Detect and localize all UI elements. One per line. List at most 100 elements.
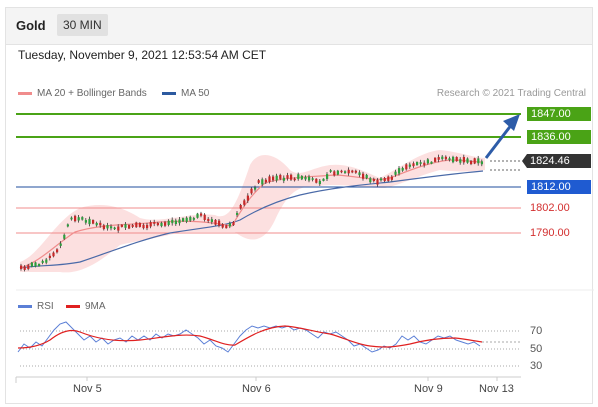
- level-tag-1812: 1812.00: [527, 180, 591, 194]
- candle-body: [444, 156, 447, 160]
- candle-body: [232, 221, 235, 226]
- arrow-head-icon: [503, 114, 520, 131]
- candle-body: [124, 224, 127, 228]
- candle-body: [329, 170, 332, 172]
- legend-9ma-label: 9MA: [85, 301, 106, 312]
- candle-body: [344, 171, 347, 173]
- candle-body: [308, 176, 311, 181]
- candle-body: [264, 179, 267, 183]
- candle-body: [160, 222, 163, 227]
- candle-body: [398, 168, 401, 174]
- legend-ma50: MA 50: [162, 88, 209, 99]
- candle-body: [333, 171, 336, 176]
- candle-body: [239, 204, 242, 209]
- candle-body: [128, 225, 131, 229]
- candle-body: [322, 178, 325, 181]
- candle-body: [466, 158, 469, 163]
- rsi-line: [17, 321, 481, 353]
- level-label-1802: 1802.00: [530, 202, 570, 214]
- candle-body: [110, 226, 113, 229]
- candle-body: [218, 220, 221, 226]
- legend-9ma: 9MA: [66, 301, 106, 312]
- candle-body: [56, 249, 59, 253]
- candle-body: [171, 219, 174, 224]
- candle-body: [153, 222, 156, 224]
- candle-body: [30, 262, 33, 267]
- candle-body: [254, 187, 257, 190]
- candle-body: [275, 175, 278, 181]
- candle-body: [434, 157, 437, 162]
- ma50-line: [19, 170, 484, 269]
- research-credit: Research © 2021 Trading Central: [436, 88, 586, 99]
- rsi-level-70: 70: [530, 325, 543, 337]
- legend-rsi-label: RSI: [37, 301, 54, 312]
- current-price-tag: 1824.46: [522, 154, 591, 168]
- candle-body: [290, 174, 293, 180]
- candle-body: [470, 161, 473, 165]
- 9ma-swatch: [66, 304, 80, 308]
- rsi-swatch: [18, 304, 32, 308]
- candle-body: [286, 175, 289, 179]
- candle-body: [207, 218, 210, 222]
- candle-body: [156, 222, 159, 226]
- candle-body: [192, 218, 195, 220]
- candle-body: [182, 218, 185, 222]
- instrument-title: Gold: [16, 18, 46, 33]
- candle-body: [380, 178, 383, 181]
- candle-body: [63, 234, 66, 239]
- candle-body: [225, 225, 228, 229]
- candle-body: [243, 200, 246, 205]
- candle-body: [38, 263, 41, 267]
- candle-body: [221, 224, 224, 228]
- bollinger-band: [20, 150, 485, 273]
- legend-ma20-label: MA 20 + Bollinger Bands: [37, 88, 147, 99]
- candle-body: [99, 222, 102, 226]
- price-candles: [20, 154, 483, 272]
- candle-body: [102, 225, 105, 230]
- candle-body: [462, 157, 465, 163]
- candle-body: [146, 224, 149, 229]
- candle-body: [228, 223, 231, 227]
- candle-body: [95, 222, 98, 226]
- candle-body: [142, 224, 145, 229]
- candle-body: [326, 174, 329, 180]
- candle-body: [430, 161, 433, 164]
- candle-body: [441, 156, 444, 160]
- candle-body: [448, 158, 451, 160]
- rsi-level-30: 30: [530, 360, 543, 372]
- candle-body: [27, 265, 30, 270]
- candle-body: [214, 219, 217, 225]
- candle-body: [340, 170, 343, 173]
- candle-body: [311, 178, 314, 180]
- candle-body: [20, 265, 23, 269]
- candle-body: [167, 220, 170, 225]
- candle-body: [279, 174, 282, 179]
- candle-body: [196, 213, 199, 218]
- x-label-nov6: Nov 6: [242, 383, 271, 395]
- candle-body: [45, 259, 48, 263]
- candle-body: [70, 217, 73, 220]
- candle-body: [92, 219, 95, 224]
- candle-body: [336, 170, 339, 175]
- up-right-arrow-icon: [484, 123, 514, 159]
- widget-header: Gold 30 MIN: [6, 8, 592, 45]
- candle-body: [272, 176, 275, 181]
- candle-body: [412, 163, 415, 167]
- candle-body: [387, 176, 390, 181]
- x-label-nov5: Nov 5: [73, 383, 102, 395]
- candle-body: [131, 225, 134, 227]
- candle-body: [178, 219, 181, 224]
- candle-body: [473, 158, 476, 164]
- candle-body: [315, 178, 318, 183]
- x-label-nov13: Nov 13: [479, 383, 514, 395]
- candle-body: [300, 175, 303, 180]
- candle-body: [419, 162, 422, 164]
- x-label-nov9: Nov 9: [414, 383, 443, 395]
- candle-body: [365, 174, 368, 179]
- candle-body: [246, 195, 249, 201]
- candle-body: [318, 180, 321, 185]
- candle-body: [257, 180, 260, 183]
- candle-body: [351, 170, 354, 173]
- interval-badge[interactable]: 30 MIN: [57, 14, 108, 36]
- level-tag-1847: 1847.00: [527, 107, 591, 121]
